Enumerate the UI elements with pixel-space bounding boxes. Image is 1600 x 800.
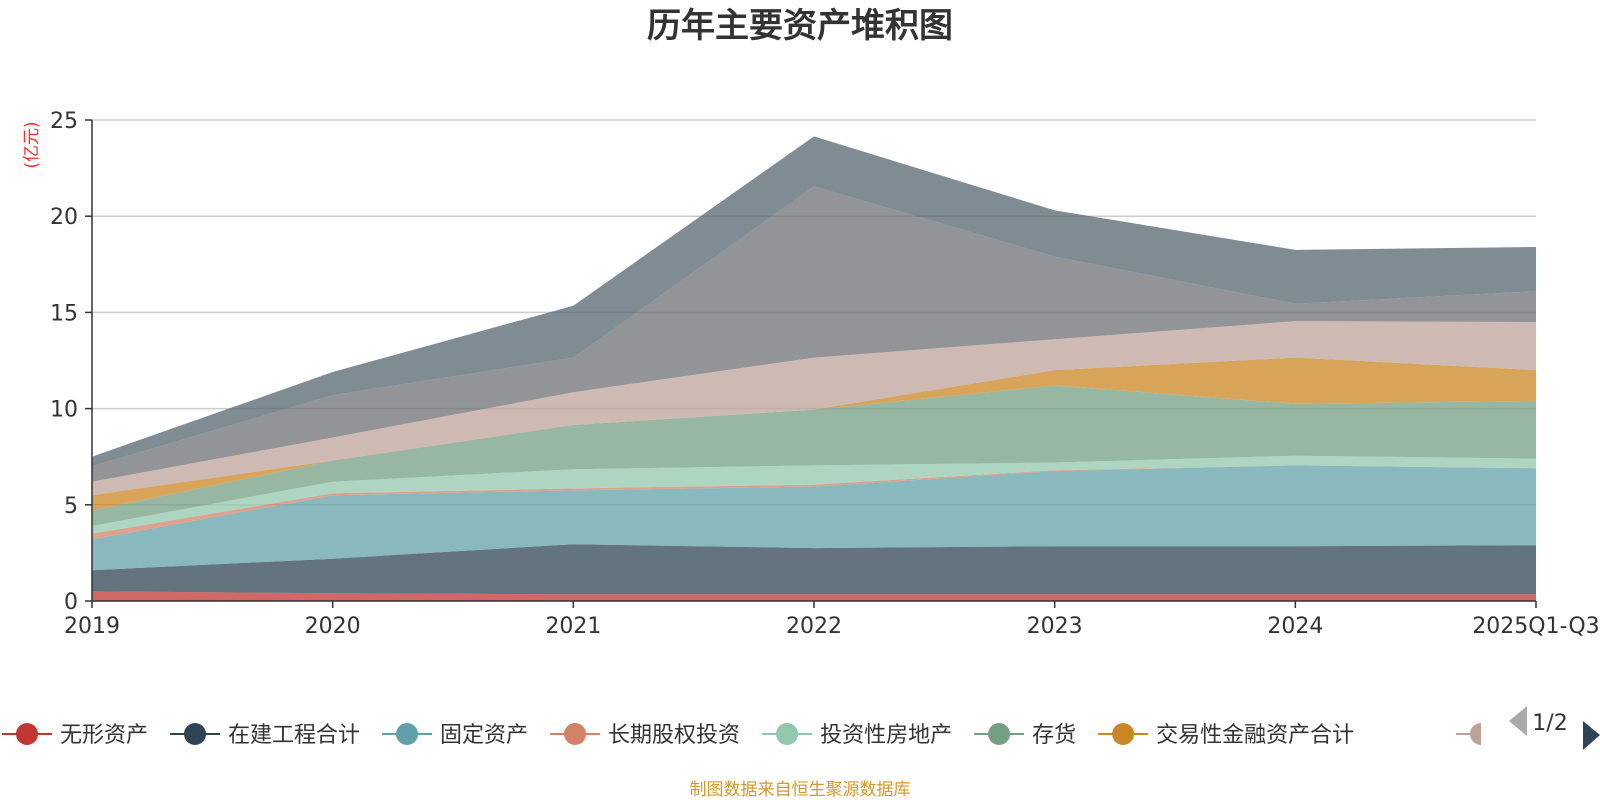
legend-label: 存货	[1032, 723, 1076, 748]
stacked-areas	[92, 136, 1536, 601]
legend-circle-icon	[1112, 723, 1135, 745]
legend-label: 固定资产	[440, 723, 528, 748]
y-tick-label: 0	[64, 590, 78, 615]
legend-item-partial[interactable]	[1456, 723, 1481, 745]
area-series-2	[92, 544, 1536, 595]
legend-item[interactable]: 无形资产	[2, 723, 148, 748]
legend-pager: 1/2	[1509, 706, 1600, 750]
legend: 无形资产 在建工程合计 固定资产 长期股权投资 投资性房地产 存货 交易性金融资产合计	[2, 723, 1481, 748]
area-series-5	[92, 455, 1536, 534]
legend-item[interactable]: 交易性金融资产合计	[1098, 723, 1354, 748]
x-tick-label: 2022	[786, 614, 842, 639]
area-series-6	[92, 385, 1536, 526]
area-series-3	[92, 465, 1536, 571]
legend-circle-icon	[1470, 723, 1481, 745]
area-series-8	[92, 321, 1536, 496]
legend-circle-icon	[564, 723, 587, 745]
y-tick-label: 10	[50, 398, 78, 423]
legend-circle-icon	[988, 723, 1011, 745]
chart-title: 历年主要资产堆积图	[647, 6, 953, 46]
legend-item[interactable]: 在建工程合计	[170, 723, 360, 748]
x-tick-label: 2020	[305, 614, 361, 639]
x-tick-label: 2023	[1027, 614, 1083, 639]
legend-circle-icon	[184, 723, 207, 745]
legend-circle-icon	[16, 723, 38, 745]
legend-circle-icon	[396, 723, 419, 745]
legend-next-arrow-icon[interactable]	[1583, 721, 1600, 750]
legend-label: 交易性金融资产合计	[1156, 723, 1354, 748]
area-series-7	[92, 357, 1536, 511]
y-tick-label: 15	[50, 301, 78, 326]
x-axis-ticks: 2019 2020 2021 2022 2023 2024 2025Q1-Q3	[64, 601, 1600, 639]
y-tick-label: 20	[50, 205, 78, 230]
legend-item[interactable]: 固定资产	[382, 723, 528, 748]
y-tick-label: 25	[50, 109, 78, 134]
y-axis-ticks: 0 5 10 15 20 25	[50, 109, 92, 615]
legend-label: 在建工程合计	[228, 723, 360, 748]
legend-label: 无形资产	[60, 723, 148, 748]
y-axis-unit-label: (亿元)	[22, 121, 42, 168]
source-note: 制图数据来自恒生聚源数据库	[690, 780, 911, 800]
legend-label: 长期股权投资	[608, 723, 740, 748]
x-tick-label: 2025Q1-Q3	[1472, 614, 1599, 639]
legend-item[interactable]: 长期股权投资	[550, 723, 740, 748]
x-tick-label: 2024	[1267, 614, 1323, 639]
legend-page-indicator: 1/2	[1532, 711, 1567, 736]
legend-label: 投资性房地产	[820, 723, 952, 748]
area-series-1	[92, 591, 1536, 601]
x-tick-label: 2019	[64, 614, 120, 639]
x-tick-label: 2021	[545, 614, 601, 639]
legend-circle-icon	[776, 723, 799, 745]
legend-prev-arrow-icon[interactable]	[1509, 706, 1527, 736]
legend-item[interactable]: 投资性房地产	[762, 723, 952, 748]
y-tick-label: 5	[64, 494, 78, 519]
legend-item[interactable]: 存货	[974, 723, 1076, 748]
area-series-9	[92, 186, 1536, 482]
